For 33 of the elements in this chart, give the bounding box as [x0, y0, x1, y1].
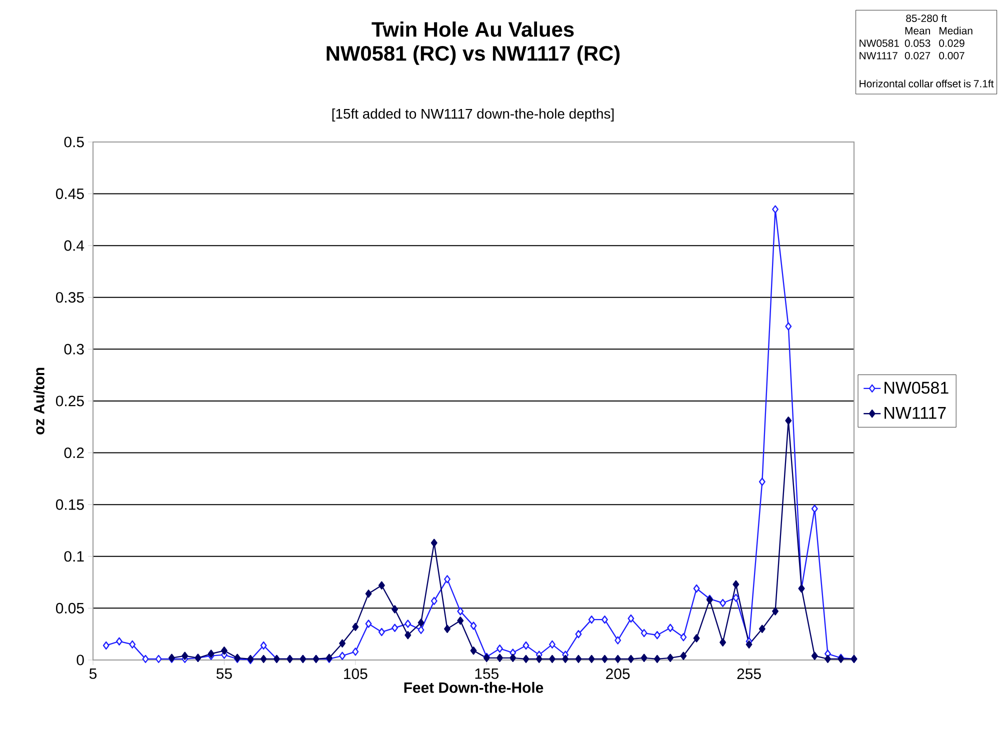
- y-tick-label: 0.5: [64, 136, 84, 148]
- text: 0.053: [904, 40, 930, 47]
- text: 0.007: [939, 52, 964, 60]
- text: Median: [940, 26, 972, 34]
- legend-label: NW0581: [884, 382, 948, 394]
- legend-label: NW1117: [884, 407, 946, 419]
- text: 0.029: [939, 40, 964, 47]
- chart-title: Twin Hole Au Values NW0581 (RC) vs NW1117 (RC): [326, 22, 620, 65]
- text: 0.027: [904, 52, 930, 60]
- y-tick-label: 0.35: [56, 292, 84, 303]
- y-tick-label: 0.2: [64, 447, 84, 458]
- y-tick-label: 0.05: [56, 602, 84, 614]
- x-tick-label: 205: [606, 668, 630, 680]
- y-tick-label: 0.15: [56, 499, 84, 510]
- y-axis-title: oz Au/ton: [33, 368, 45, 434]
- text: 85-280 ft: [906, 14, 947, 22]
- chart-subtitle: [15ft added to NW1117 down-the-hole depths]: [332, 108, 614, 122]
- y-tick-label: 0.3: [64, 344, 84, 354]
- x-tick-label: 5: [89, 668, 97, 679]
- y-tick-label: 0.4: [64, 240, 84, 251]
- x-tick-label: 255: [737, 668, 761, 680]
- y-tick-label: 0: [76, 654, 84, 666]
- y-tick-label: 0.25: [56, 396, 84, 406]
- y-tick-label: 0.45: [56, 188, 84, 200]
- text: Horizontal collar offset is 7.1ft: [860, 80, 994, 88]
- x-axis-title: Feet Down-the-Hole: [404, 682, 544, 693]
- text: NW0581: [860, 40, 899, 47]
- x-tick-label: 55: [216, 668, 232, 679]
- y-tick-label: 0.1: [64, 551, 84, 562]
- text: Mean: [905, 27, 930, 34]
- x-tick-label: 155: [475, 668, 498, 679]
- text: NW1117: [860, 52, 898, 60]
- x-tick-label: 105: [344, 668, 368, 680]
